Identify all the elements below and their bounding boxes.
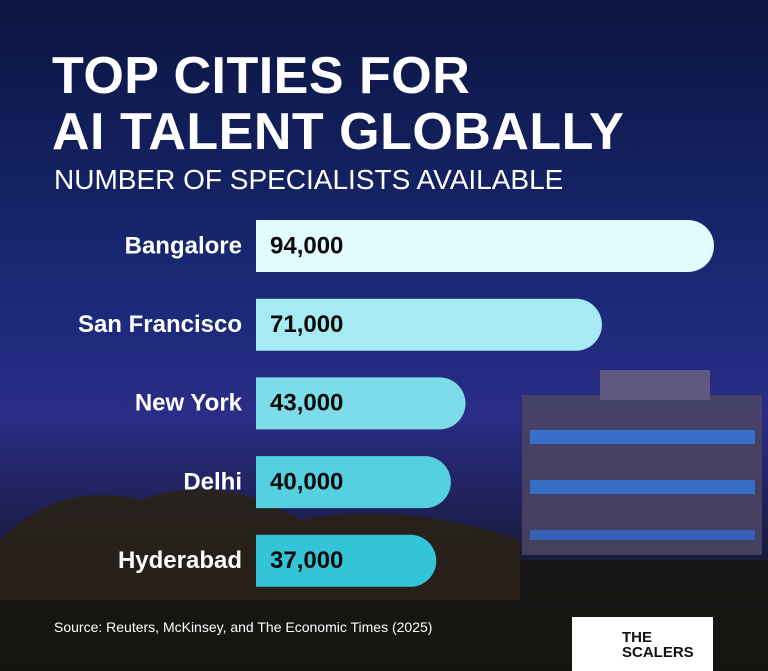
category-label: Bangalore [125, 232, 242, 259]
bars: 94,000 Bangalore 71,000 San Francisco 43,000… [78, 220, 714, 587]
chart-subtitle: NUMBER OF SPECIALISTS AVAILABLE [54, 164, 564, 195]
bar [256, 377, 466, 430]
bar [256, 298, 602, 351]
value-label: 43,000 [270, 390, 343, 417]
category-label: New York [135, 390, 243, 417]
value-label: 40,000 [270, 468, 343, 495]
category-label: Delhi [183, 468, 242, 495]
source-note: Source: Reuters, McKinsey, and The Econo… [54, 619, 433, 635]
bar [256, 456, 451, 509]
value-label: 37,000 [270, 547, 343, 574]
logo: THE SCALERS [572, 617, 713, 671]
category-label: San Francisco [78, 311, 242, 338]
bar [256, 220, 714, 272]
chart-title: TOP CITIES FOR AI TALENT GLOBALLY [52, 47, 625, 161]
category-label: Hyderabad [118, 547, 242, 574]
value-label: 94,000 [270, 232, 343, 259]
bar [256, 534, 437, 587]
value-label: 71,000 [270, 311, 343, 338]
